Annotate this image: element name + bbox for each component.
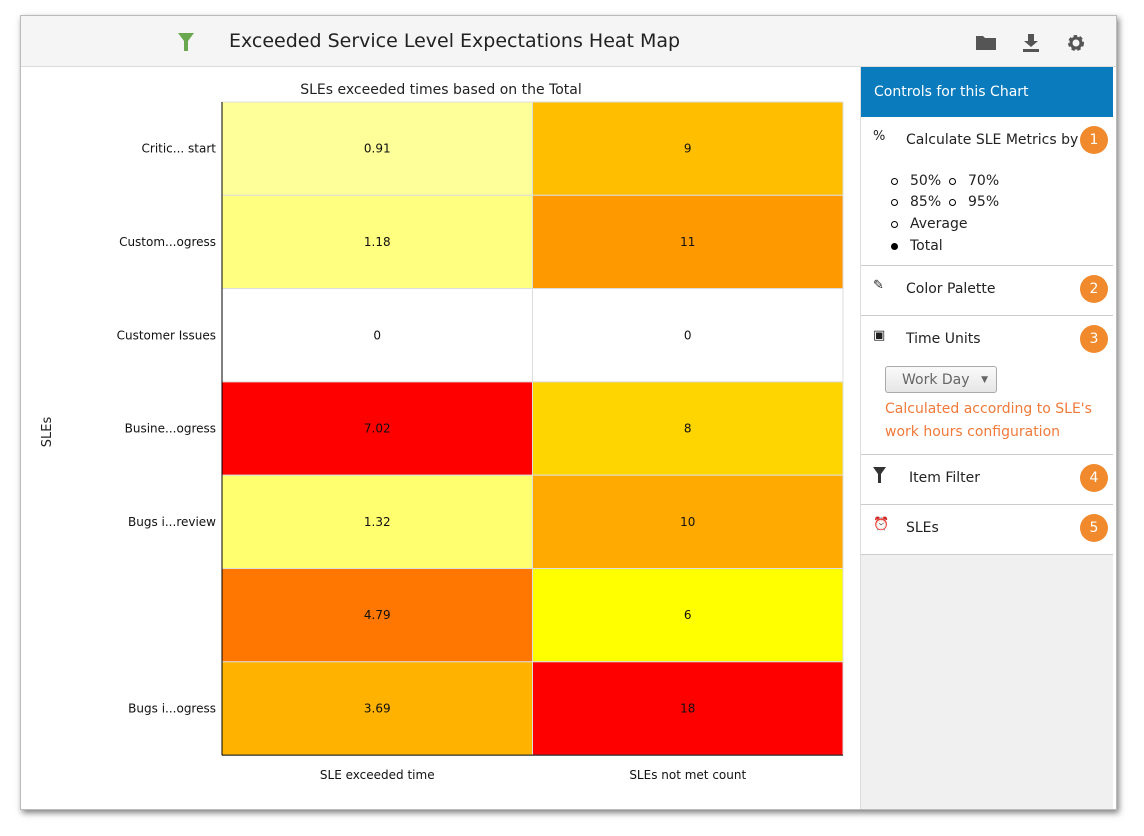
row-label: Bugs i...ogress — [128, 701, 216, 715]
cell-value: 3.69 — [364, 701, 391, 715]
radio-average[interactable]: Average — [891, 216, 968, 232]
radio-85[interactable]: 85% — [891, 194, 941, 210]
section-color-palette[interactable]: ✎ Color Palette 2 — [861, 266, 1113, 316]
heatmap-cell — [532, 381, 844, 476]
heatmap-chart: SLEs exceeded times based on the Total S… — [40, 82, 844, 782]
cell-value: 7.02 — [364, 422, 391, 436]
y-axis-label: SLEs — [40, 417, 55, 448]
section-label: SLEs — [906, 520, 939, 536]
section-item-filter[interactable]: Item Filter 4 — [861, 455, 1113, 505]
heatmap-cell — [532, 568, 844, 663]
section-label: Calculate SLE Metrics by — [906, 132, 1079, 148]
cell-value: 6 — [684, 608, 692, 622]
step-badge: 5 — [1080, 514, 1108, 542]
alarm-icon: ⏰ — [873, 517, 890, 532]
radio-70[interactable]: 70% — [949, 173, 999, 189]
calendar-clock-icon: ▣ — [873, 328, 886, 343]
cell-value: 18 — [680, 701, 695, 715]
row-label: Custom...ogress — [119, 235, 216, 249]
folder-icon[interactable] — [976, 34, 996, 50]
chevron-down-icon: ▼ — [981, 375, 988, 385]
cell-value: 9 — [684, 142, 692, 156]
section-calculate-metrics[interactable]: % Calculate SLE Metrics by 1 50% 70% 85%… — [861, 117, 1113, 266]
radio-total[interactable]: Total — [891, 238, 943, 254]
section-label: Color Palette — [906, 281, 996, 297]
percent-icon: % — [873, 129, 886, 144]
controls-panel: Controls for this Chart % Calculate SLE … — [860, 67, 1113, 809]
gear-icon[interactable] — [1067, 34, 1085, 52]
cell-value: 0.91 — [364, 142, 391, 156]
step-badge: 1 — [1080, 126, 1108, 154]
download-icon[interactable] — [1023, 34, 1039, 52]
time-unit-select[interactable]: Work Day ▼ — [885, 366, 997, 393]
radio-95[interactable]: 95% — [949, 194, 999, 210]
step-badge: 2 — [1080, 275, 1108, 303]
heatmap-cell — [532, 101, 844, 196]
chart-title: SLEs exceeded times based on the Total — [300, 82, 582, 98]
step-badge: 4 — [1080, 464, 1108, 492]
filter-icon[interactable] — [178, 33, 194, 51]
row-label: Critic... start — [142, 142, 217, 156]
heatmap-cell — [221, 568, 533, 663]
section-label: Time Units — [906, 331, 981, 347]
heatmap-cell — [532, 661, 844, 756]
column-label: SLEs not met count — [629, 768, 746, 782]
heatmap-cell — [532, 288, 844, 383]
controls-title: Controls for this Chart — [861, 67, 1113, 117]
cell-value: 11 — [680, 235, 695, 249]
filter-icon — [873, 467, 886, 483]
section-time-units[interactable]: ▣ Time Units 3 Work Day ▼ Calculated acco… — [861, 316, 1113, 455]
cell-value: 4.79 — [364, 608, 391, 622]
cell-value: 8 — [684, 422, 692, 436]
section-label: Item Filter — [909, 470, 980, 486]
chart-window: Exceeded Service Level Expectations Heat… — [20, 15, 1117, 810]
palette-icon: ✎ — [873, 278, 884, 293]
cell-value: 1.18 — [364, 235, 391, 249]
column-label: SLE exceeded time — [320, 768, 435, 782]
cell-value: 10 — [680, 515, 695, 529]
cell-value: 0 — [373, 328, 381, 342]
row-label: Customer Issues — [117, 328, 216, 342]
page-title: Exceeded Service Level Expectations Heat… — [229, 30, 681, 52]
cell-value: 0 — [684, 328, 692, 342]
heatmap-cell — [221, 661, 533, 756]
step-badge: 3 — [1080, 325, 1108, 353]
time-units-note: Calculated according to SLE's work hours … — [885, 401, 1092, 440]
radio-50[interactable]: 50% — [891, 173, 941, 189]
heatmap-cell — [532, 474, 844, 570]
row-label: Busine...ogress — [125, 422, 216, 436]
row-label: Bugs i...review — [128, 515, 216, 529]
cell-value: 1.32 — [364, 515, 391, 529]
heatmap-cell — [532, 194, 844, 290]
header: Exceeded Service Level Expectations Heat… — [21, 16, 1116, 67]
section-sles[interactable]: ⏰ SLEs 5 — [861, 505, 1113, 555]
